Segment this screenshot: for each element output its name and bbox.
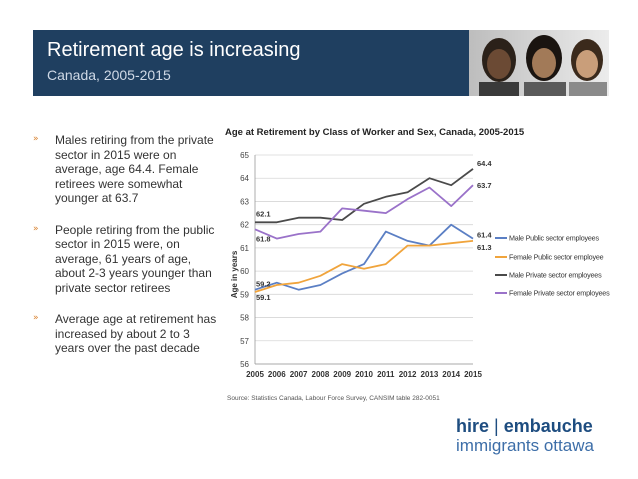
bullet-item: » Males retiring from the private sector… [33, 133, 218, 206]
x-tick-label: 2014 [442, 370, 460, 379]
series-end-label: 63.7 [477, 181, 492, 190]
logo-word-embauche: embauche [503, 416, 593, 436]
people-photo-icon [469, 30, 609, 96]
legend-label: Female Public sector employee [509, 253, 604, 262]
legend-label: Male Private sector employees [509, 271, 602, 280]
slide-subtitle: Canada, 2005-2015 [47, 67, 171, 83]
y-tick-label: 58 [240, 314, 249, 323]
x-tick-label: 2010 [355, 370, 373, 379]
x-tick-label: 2008 [312, 370, 330, 379]
y-tick-label: 57 [240, 337, 249, 346]
series-line-1 [254, 223, 474, 291]
legend-label: Male Public sector employees [509, 234, 599, 243]
x-tick-label: 2011 [377, 370, 395, 379]
y-tick-label: 61 [240, 244, 249, 253]
bullet-item: » People retiring from the public sector… [33, 223, 218, 296]
logo-word-hire: hire [456, 416, 490, 436]
logo-separator: | [494, 416, 499, 436]
legend-label: Female Private sector employees [509, 289, 610, 298]
y-tick-label: 62 [240, 221, 249, 230]
series-start-label: 61.8 [256, 234, 271, 243]
series-start-label: 59.2 [256, 280, 271, 289]
x-tick-label: 2012 [399, 370, 417, 379]
hire-embauche-logo: hire | embauche immigrants ottawa [456, 416, 616, 462]
title-banner: Retirement age is increasing Canada, 200… [33, 30, 609, 96]
y-tick-label: 60 [240, 267, 249, 276]
bullet-marker: » [33, 223, 39, 234]
y-tick-label: 59 [240, 290, 249, 299]
x-tick-label: 2009 [333, 370, 351, 379]
series-end-label: 64.4 [477, 159, 492, 168]
series-start-label: 62.1 [256, 209, 271, 218]
x-tick-label: 2013 [421, 370, 439, 379]
y-tick-label: 63 [240, 197, 249, 206]
bullet-marker: » [33, 313, 39, 323]
bullet-text: Males retiring from the private sector i… [55, 133, 214, 205]
x-tick-label: 2015 [464, 370, 482, 379]
bullet-text: Average age at retirement has increased … [55, 312, 217, 355]
x-tick-label: 2006 [268, 370, 286, 379]
series-start-label: 59.1 [256, 293, 271, 302]
bullet-list: » Males retiring from the private sector… [33, 133, 218, 373]
chart-title: Age at Retirement by Class of Worker and… [225, 127, 525, 138]
x-tick-label: 2007 [290, 370, 308, 379]
y-tick-label: 65 [240, 151, 249, 160]
retirement-age-chart: Age at Retirement by Class of Worker and… [225, 124, 615, 409]
logo-line2: immigrants ottawa [456, 436, 594, 455]
slide-title: Retirement age is increasing [47, 39, 301, 61]
logo-line1: hire | embauche [456, 416, 616, 437]
y-axis-label: Age in years [230, 250, 239, 298]
series-end-label: 61.3 [477, 243, 492, 252]
series-end-label: 61.4 [477, 231, 492, 240]
series-line-3 [255, 168, 474, 224]
chart-source: Source: Statistics Canada, Labour Force … [227, 395, 440, 402]
bullet-item: » Average age at retirement has increase… [33, 312, 218, 356]
series-line-2 [254, 240, 474, 293]
y-tick-label: 56 [240, 360, 249, 369]
y-tick-label: 64 [240, 174, 249, 183]
bullet-text: People retiring from the public sector i… [55, 222, 215, 295]
series-line-4 [254, 184, 474, 240]
bullet-marker: » [33, 134, 39, 144]
x-tick-label: 2005 [246, 370, 264, 379]
chart-svg: Age at Retirement by Class of Worker and… [225, 127, 610, 402]
